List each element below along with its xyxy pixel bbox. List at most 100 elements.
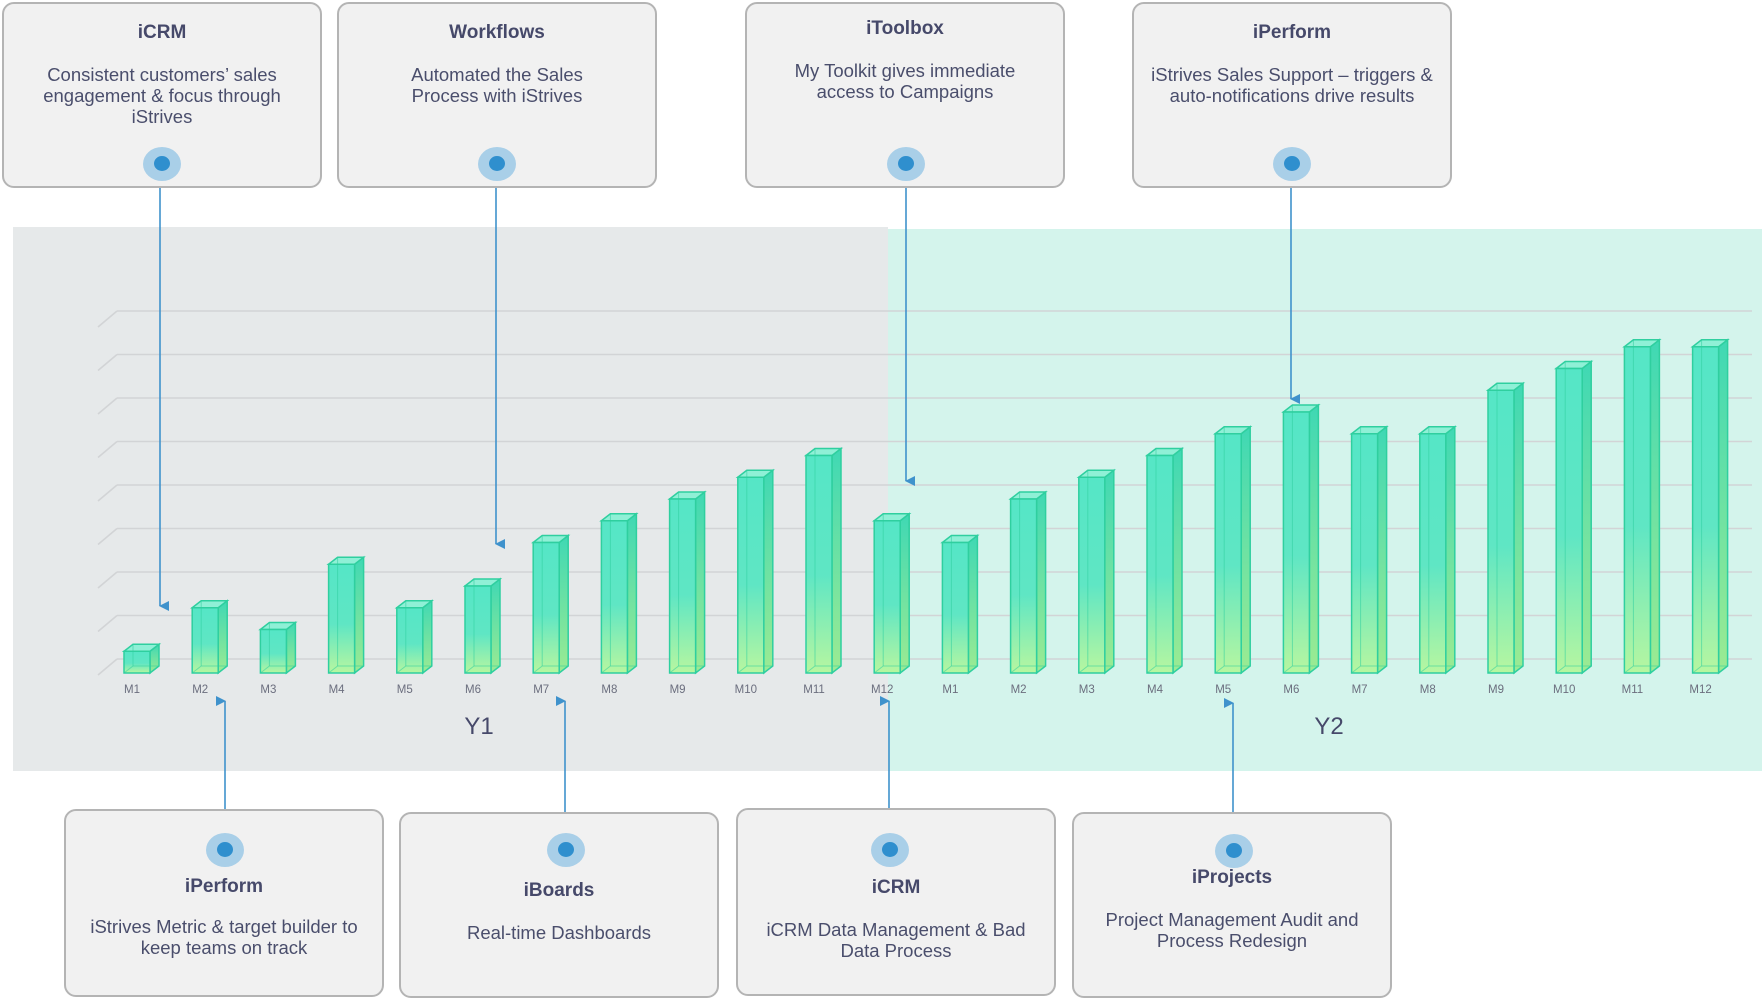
callout-description: iStrives Sales Support – triggers & auto… bbox=[1151, 64, 1433, 106]
callout-bottom-iperform: iPerform iStrives Metric & target builde… bbox=[64, 809, 384, 997]
bar bbox=[1349, 425, 1389, 675]
bar bbox=[190, 599, 230, 675]
bar-side bbox=[217, 599, 228, 675]
callout-dot bbox=[206, 833, 244, 867]
bar bbox=[1485, 381, 1526, 675]
x-tick-label: M10 bbox=[1553, 684, 1575, 696]
bar bbox=[940, 533, 980, 675]
bar-side bbox=[1513, 381, 1524, 675]
bar-front bbox=[532, 541, 560, 674]
bar-front bbox=[941, 541, 970, 674]
bar-side bbox=[899, 512, 910, 675]
bar-side bbox=[1445, 425, 1456, 675]
bar-side bbox=[831, 446, 842, 675]
bar-side bbox=[1649, 338, 1661, 675]
bar bbox=[394, 599, 434, 675]
bar-side bbox=[763, 468, 774, 675]
bar-front bbox=[1146, 454, 1174, 674]
bar bbox=[599, 512, 639, 675]
bar-side bbox=[285, 620, 297, 675]
bar bbox=[121, 642, 162, 675]
bar-front bbox=[1282, 411, 1311, 674]
bar-front bbox=[1350, 433, 1379, 674]
bars bbox=[121, 338, 1730, 675]
bar-inner-edge bbox=[532, 665, 543, 674]
callout-title: iProjects bbox=[1191, 867, 1273, 888]
bar-front bbox=[396, 607, 424, 674]
gridline-perspective bbox=[97, 571, 118, 589]
bar-side bbox=[1581, 359, 1592, 675]
bar-front bbox=[327, 563, 356, 674]
gridline-perspective bbox=[97, 658, 118, 676]
bar-front bbox=[1419, 433, 1447, 674]
bar-side bbox=[353, 555, 365, 675]
callout-title: iBoards bbox=[523, 880, 595, 901]
callout-dot bbox=[143, 147, 181, 181]
x-tick-label: M9 bbox=[1488, 684, 1504, 696]
bar bbox=[803, 446, 844, 675]
x-tick-label: M5 bbox=[1215, 684, 1231, 696]
x-tick-label: M11 bbox=[803, 684, 825, 696]
bar-inner-edge bbox=[1555, 665, 1566, 674]
callout-bottom-iprojects: iProjects Project Management Audit and P… bbox=[1072, 812, 1392, 998]
x-tick-label: M6 bbox=[1283, 684, 1299, 696]
bar-front bbox=[600, 520, 629, 674]
bar-inner-edge bbox=[942, 665, 952, 674]
gridline-perspective bbox=[97, 310, 118, 328]
bar-front bbox=[464, 585, 492, 674]
x-tick-label: M9 bbox=[670, 684, 686, 696]
bar-inner-edge bbox=[1010, 665, 1020, 674]
x-tick-label: M12 bbox=[871, 684, 893, 696]
bar-side bbox=[1240, 425, 1251, 675]
callout-description: Automated the Sales Process with iStrive… bbox=[411, 64, 583, 106]
bar-side bbox=[1104, 468, 1115, 675]
y2-label: Y2 bbox=[1314, 713, 1343, 740]
bar-front bbox=[1078, 476, 1106, 674]
x-tick-labels: M1 M2 M3 M4 M5 M6 M7 M8 M9 M10 M11 M12 M1 M2 M3 M4 M5 M6 M… bbox=[124, 684, 1712, 696]
callout-bottom-icrm: iCRM iCRM Data Management & Bad Data Pro… bbox=[736, 808, 1056, 996]
bar-side bbox=[626, 512, 638, 675]
callout-description: My Toolkit gives immediate access to Cam… bbox=[794, 60, 1016, 102]
callout-top-workflows: Workflows Automated the Sales Process wi… bbox=[337, 2, 657, 188]
x-tick-label: M12 bbox=[1689, 684, 1711, 696]
bar-front bbox=[1623, 346, 1652, 674]
callout-top-itoolbox: iToolbox My Toolkit gives immediate acce… bbox=[745, 2, 1065, 188]
x-tick-label: M11 bbox=[1622, 684, 1644, 696]
bar-inner-edge bbox=[669, 665, 679, 674]
x-tick-label: M4 bbox=[329, 684, 346, 696]
gridline-perspective bbox=[97, 397, 118, 415]
gridline-perspective bbox=[97, 353, 118, 372]
x-tick-label: M3 bbox=[260, 684, 276, 696]
bar bbox=[1417, 425, 1457, 675]
x-tick-label: M2 bbox=[192, 684, 208, 696]
callout-top-iperform: iPerform iStrives Sales Support – trigge… bbox=[1132, 2, 1452, 188]
callout-title: iPerform bbox=[1252, 22, 1332, 43]
bar bbox=[258, 620, 298, 675]
callout-description: iStrives Metric & target builder to keep… bbox=[90, 916, 358, 958]
bar-inner-edge bbox=[1078, 665, 1089, 674]
bar bbox=[1622, 338, 1662, 675]
callout-dot bbox=[887, 147, 925, 181]
bar-inner-edge bbox=[260, 665, 270, 674]
bar-front bbox=[1691, 346, 1720, 674]
bar-side bbox=[1717, 338, 1729, 675]
x-tick-label: M6 bbox=[465, 684, 481, 696]
bar-front bbox=[1555, 367, 1583, 674]
bar bbox=[735, 468, 775, 675]
bar-front bbox=[805, 454, 833, 674]
bar-inner-edge bbox=[191, 665, 202, 674]
bar-side bbox=[694, 490, 706, 675]
gridline-perspective bbox=[97, 527, 118, 546]
callout-dot bbox=[478, 147, 516, 181]
x-tick-label: M5 bbox=[397, 684, 413, 696]
y1-label: Y1 bbox=[464, 713, 493, 740]
callout-title: iPerform bbox=[184, 876, 264, 897]
gridlines bbox=[97, 310, 1752, 676]
bar-inner-edge bbox=[1487, 665, 1498, 674]
bar-side bbox=[1376, 425, 1388, 675]
bar-inner-edge bbox=[873, 665, 884, 674]
callout-title: Workflows bbox=[449, 22, 545, 43]
bar bbox=[326, 555, 366, 675]
bar-inner-edge bbox=[1351, 665, 1361, 674]
callout-title: iCRM bbox=[871, 877, 921, 898]
